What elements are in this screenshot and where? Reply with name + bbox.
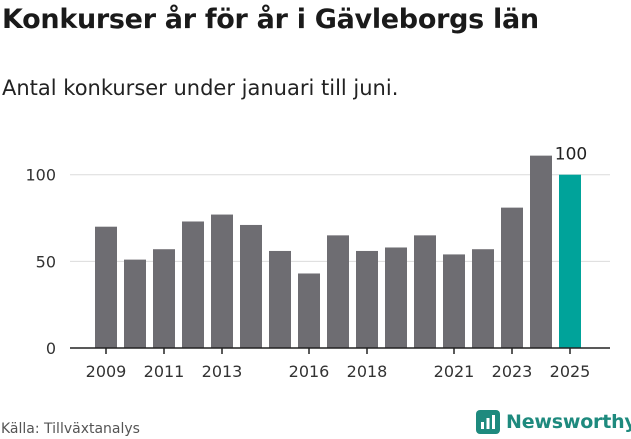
- source-note: Källa: Tillväxtanalys: [1, 421, 140, 437]
- x-tick-label-2025: 2025: [550, 362, 591, 381]
- bar-2021: [443, 254, 465, 348]
- y-tick-label-50: 50: [36, 252, 56, 271]
- bar-2014: [240, 224, 262, 348]
- brand-logo: Newsworthy: [476, 409, 631, 435]
- x-tick-label-2021: 2021: [434, 362, 475, 381]
- newsworthy-logo-icon: [476, 410, 500, 434]
- chart-subtitle: Antal konkurser under januari till juni.: [2, 76, 399, 100]
- x-tick-label-2009: 2009: [86, 362, 127, 381]
- bar-2025: [559, 174, 581, 348]
- data-label-2025: 100: [555, 145, 587, 165]
- y-tick-label-100: 100: [25, 166, 56, 185]
- bar-2019: [385, 247, 407, 348]
- bar-2018: [356, 250, 378, 348]
- y-tick-label-0: 0: [46, 339, 56, 358]
- x-tick-label-2018: 2018: [347, 362, 388, 381]
- bar-2017: [327, 235, 349, 348]
- bar-2016: [298, 273, 320, 348]
- bar-chart: 0 50 100 2009 2011 2013 2016 2018 2021 2023 2025 10…: [25, 145, 610, 381]
- bar-2013: [211, 214, 233, 348]
- bar-2011: [153, 249, 175, 348]
- bar-2022: [472, 249, 494, 348]
- bar-2015: [269, 250, 291, 348]
- x-tick-label-2013: 2013: [202, 362, 243, 381]
- chart-title: Konkurser år för år i Gävleborgs län: [2, 4, 539, 35]
- bar-2020: [414, 235, 436, 348]
- bar-2012: [182, 221, 204, 348]
- x-tick-label-2023: 2023: [492, 362, 533, 381]
- bar-2024: [530, 155, 552, 348]
- x-tick-label-2011: 2011: [144, 362, 185, 381]
- bar-2010: [124, 259, 146, 348]
- bar-2023: [501, 207, 523, 348]
- brand-name: Newsworthy: [506, 411, 631, 433]
- x-tick-label-2016: 2016: [289, 362, 330, 381]
- bar-2009: [95, 226, 117, 348]
